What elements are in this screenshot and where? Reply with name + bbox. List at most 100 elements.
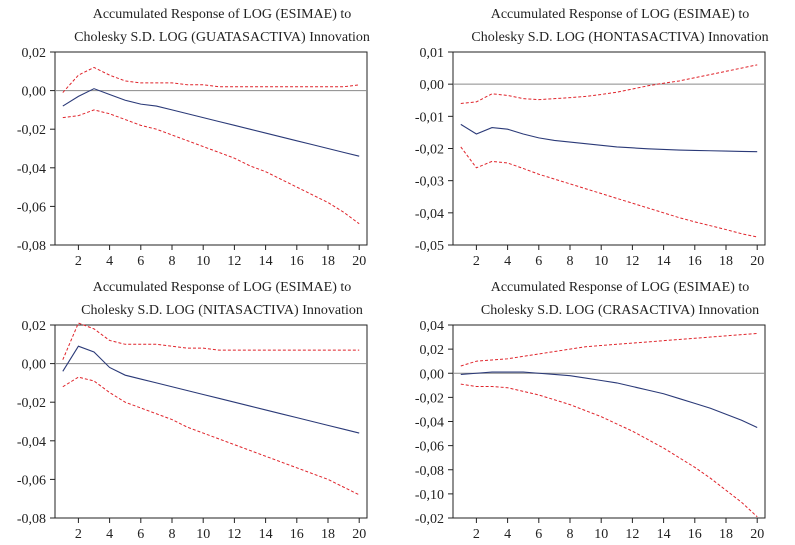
- x-tick-label: 6: [137, 527, 144, 542]
- chart-svg: Accumulated Response of LOG (ESIMAE) to C…: [17, 7, 370, 269]
- x-tick-label: 14: [259, 527, 273, 542]
- x-tick-label: 20: [352, 527, 366, 542]
- series-line-upper: [460, 332, 758, 367]
- y-tick-label: -0,02: [415, 143, 444, 158]
- x-tick-label: 6: [137, 254, 144, 269]
- series-line-response: [460, 123, 758, 153]
- chart-title-line-2: Cholesky S.D. LOG (CRASACTIVA) Innovatio…: [481, 303, 759, 318]
- plot-frame: [452, 51, 766, 246]
- y-tick-label: -0,04: [415, 207, 444, 222]
- y-tick-label: 0,02: [22, 46, 47, 61]
- series-line-upper: [62, 66, 360, 93]
- x-tick-label: 2: [75, 527, 82, 542]
- plot-frame: [54, 324, 368, 519]
- y-tick-label: -0,04: [17, 435, 46, 450]
- chart-svg: Accumulated Response of LOG (ESIMAE) to C…: [17, 280, 368, 542]
- y-tick-label: -0,02: [17, 123, 46, 138]
- x-tick-label: 12: [625, 527, 639, 542]
- plot-frame: [452, 324, 766, 519]
- x-tick-label: 6: [535, 527, 542, 542]
- series-line-lower: [460, 146, 758, 238]
- y-tick-label: -0,08: [415, 464, 444, 479]
- chart-panel-guatasactiva: Accumulated Response of LOG (ESIMAE) to C…: [0, 0, 397, 272]
- series-line-lower: [62, 376, 360, 496]
- chart-panel-crasactiva: Accumulated Response of LOG (ESIMAE) to C…: [398, 273, 795, 545]
- x-tick-label: 12: [625, 254, 639, 269]
- x-tick-label: 8: [567, 527, 574, 542]
- y-tick-label: 0,00: [22, 85, 47, 100]
- x-tick-label: 18: [719, 254, 733, 269]
- x-tick-label: 2: [473, 254, 480, 269]
- y-tick-label: -0,08: [17, 239, 46, 254]
- chart-title-line-1: Accumulated Response of LOG (ESIMAE) to: [491, 280, 750, 295]
- x-tick-label: 20: [750, 254, 764, 269]
- x-tick-label: 20: [750, 527, 764, 542]
- plot-frame: [54, 51, 368, 246]
- x-tick-label: 18: [321, 527, 335, 542]
- y-tick-label: 0,04: [420, 319, 445, 334]
- x-tick-label: 8: [169, 527, 176, 542]
- chart-svg: Accumulated Response of LOG (ESIMAE) to C…: [415, 7, 769, 269]
- x-tick-label: 8: [567, 254, 574, 269]
- x-tick-label: 16: [688, 254, 702, 269]
- chart-panel-hontasactiva: Accumulated Response of LOG (ESIMAE) to C…: [398, 0, 795, 272]
- y-tick-label: 0,02: [420, 343, 445, 358]
- x-tick-label: 18: [719, 527, 733, 542]
- chart-svg: Accumulated Response of LOG (ESIMAE) to C…: [415, 280, 766, 542]
- y-tick-label: -0,03: [415, 175, 444, 190]
- x-tick-label: 16: [290, 527, 304, 542]
- y-tick-label: -0,04: [415, 416, 444, 431]
- chart-title-line-1: Accumulated Response of LOG (ESIMAE) to: [93, 7, 352, 22]
- series-line-upper: [460, 64, 758, 104]
- x-tick-label: 6: [535, 254, 542, 269]
- y-tick-label: -0,05: [415, 239, 444, 254]
- series-line-response: [460, 371, 758, 429]
- y-tick-label: 0,00: [22, 358, 47, 373]
- y-tick-label: 0,01: [420, 46, 445, 61]
- x-tick-label: 12: [227, 527, 241, 542]
- series-line-response: [62, 345, 360, 434]
- y-tick-label: 0,02: [22, 319, 47, 334]
- x-tick-label: 16: [290, 254, 304, 269]
- series-line-lower: [460, 383, 758, 518]
- x-tick-label: 4: [106, 527, 113, 542]
- series-line-upper: [62, 322, 360, 360]
- x-tick-label: 14: [657, 527, 671, 542]
- x-tick-label: 18: [321, 254, 335, 269]
- chart-panel-nitasactiva: Accumulated Response of LOG (ESIMAE) to C…: [0, 273, 397, 545]
- y-tick-label: -0,04: [17, 162, 46, 177]
- x-tick-label: 10: [594, 254, 608, 269]
- y-tick-label: -0,06: [17, 200, 46, 215]
- y-tick-label: 0,00: [420, 78, 445, 93]
- y-tick-label: -0,01: [415, 110, 444, 125]
- y-tick-label: 0,00: [420, 367, 445, 382]
- chart-title-line-1: Accumulated Response of LOG (ESIMAE) to: [93, 280, 352, 295]
- y-tick-label: -0,08: [17, 512, 46, 527]
- x-tick-label: 14: [259, 254, 273, 269]
- x-tick-label: 10: [196, 254, 210, 269]
- x-tick-label: 4: [504, 254, 511, 269]
- x-tick-label: 12: [227, 254, 241, 269]
- chart-title-line-2: Cholesky S.D. LOG (NITASACTIVA) Innovati…: [81, 303, 363, 318]
- chart-title-line-2: Cholesky S.D. LOG (HONTASACTIVA) Innovat…: [471, 30, 768, 45]
- y-tick-label: -0,10: [415, 488, 444, 503]
- y-tick-label: -0,02: [17, 396, 46, 411]
- x-tick-label: 16: [688, 527, 702, 542]
- x-tick-label: 2: [75, 254, 82, 269]
- x-tick-label: 8: [169, 254, 176, 269]
- x-tick-label: 10: [594, 527, 608, 542]
- y-tick-label: -0,02: [415, 391, 444, 406]
- x-tick-label: 2: [473, 527, 480, 542]
- series-line-response: [62, 88, 360, 157]
- chart-title-line-2: Cholesky S.D. LOG (GUATASACTIVA) Innovat…: [74, 30, 370, 45]
- y-tick-label: -0,02: [415, 512, 444, 527]
- x-tick-label: 10: [196, 527, 210, 542]
- x-tick-label: 20: [352, 254, 366, 269]
- y-tick-label: -0,06: [415, 440, 444, 455]
- chart-title-line-1: Accumulated Response of LOG (ESIMAE) to: [491, 7, 750, 22]
- x-tick-label: 14: [657, 254, 671, 269]
- x-tick-label: 4: [504, 527, 511, 542]
- x-tick-label: 4: [106, 254, 113, 269]
- y-tick-label: -0,06: [17, 473, 46, 488]
- series-line-lower: [62, 109, 360, 225]
